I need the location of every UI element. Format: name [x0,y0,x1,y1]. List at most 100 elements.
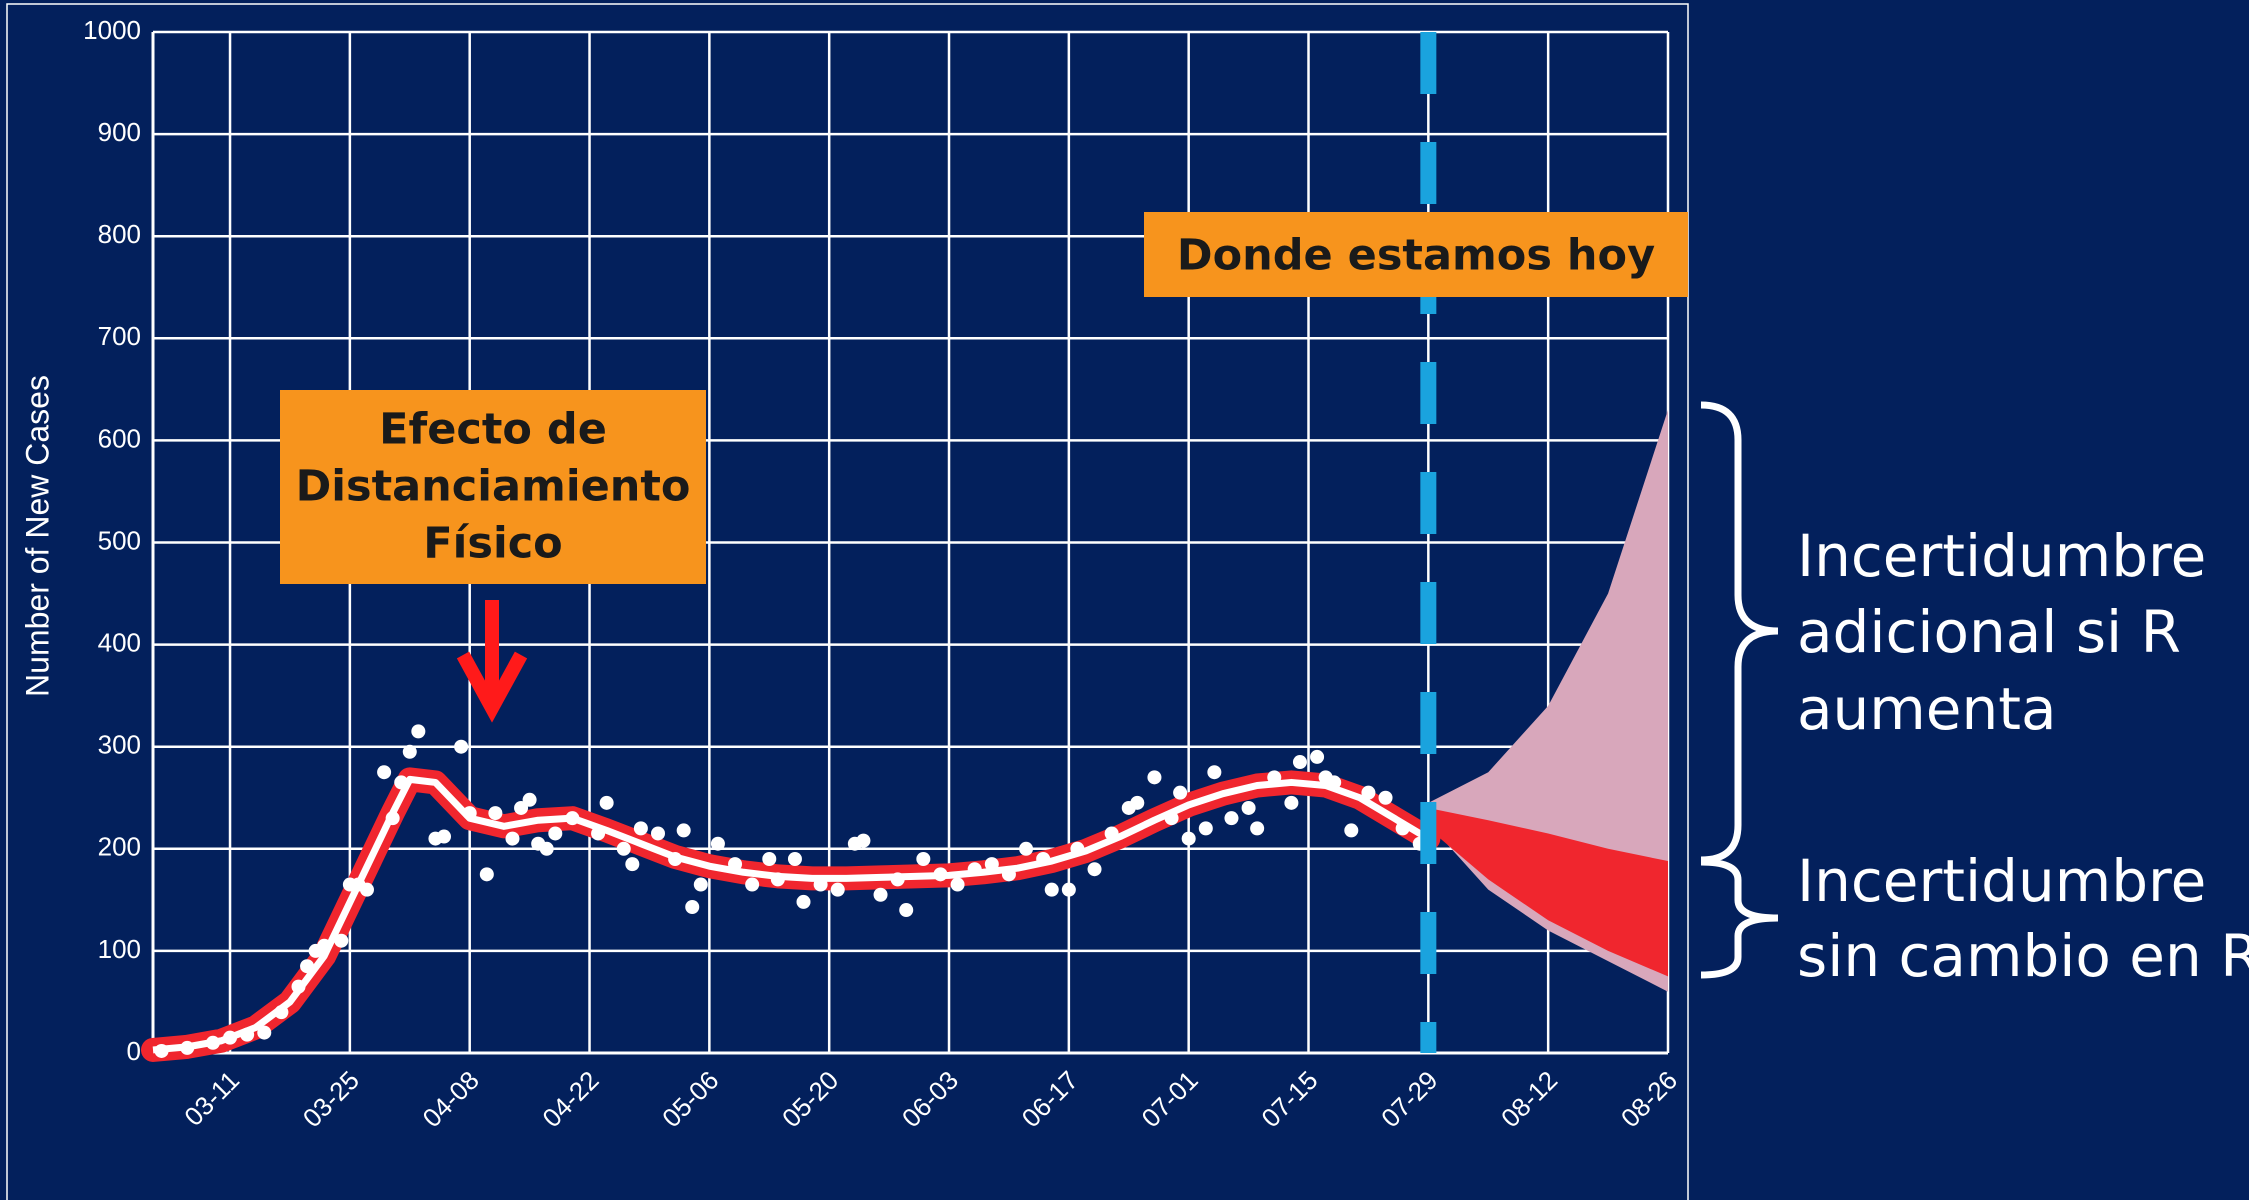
data-point [933,867,948,882]
data-point [1173,785,1188,800]
x-tick-label: 04-08 [417,1065,485,1133]
x-tick-label: 08-26 [1615,1065,1683,1133]
annotation-text: Efecto de [379,405,607,455]
data-point [240,1027,255,1042]
data-point [984,857,999,872]
x-tick-label: 03-11 [178,1065,245,1132]
note-text: Incertidumbre [1797,847,2206,915]
data-point [1070,841,1085,856]
x-tick-label: 04-22 [536,1065,604,1133]
data-point [223,1030,238,1045]
x-tick-label: 07-01 [1136,1065,1204,1133]
data-point [916,852,931,867]
x-tick-label: 03-25 [297,1065,365,1133]
data-point [591,826,606,841]
note-text: Incertidumbre [1797,522,2206,590]
data-point [479,867,494,882]
data-point [539,841,554,856]
y-tick-label: 500 [98,525,141,555]
data-point [1044,882,1059,897]
data-point [522,792,537,807]
data-point [1198,821,1213,836]
data-point [1181,831,1196,846]
x-tick-label: 06-03 [896,1065,964,1133]
x-tick-label: 05-20 [776,1065,844,1133]
data-point [385,811,400,826]
x-tick-label: 07-15 [1255,1065,1323,1133]
data-point [668,852,683,867]
data-point [300,959,315,974]
data-point [1019,841,1034,856]
data-point [710,836,725,851]
note-text: sin cambio en R [1797,922,2249,990]
annotation-box [1144,212,1688,297]
y-tick-label: 800 [98,219,141,249]
annotation-box [280,390,706,584]
data-point [1147,770,1162,785]
data-point [1284,795,1299,810]
data-point [813,877,828,892]
x-tick-label: 08-12 [1495,1065,1563,1133]
data-point [377,765,392,780]
data-point [180,1040,195,1055]
data-point [676,823,691,838]
data-point [685,899,700,914]
data-point [437,829,452,844]
data-point [599,795,614,810]
data-point [1207,765,1222,780]
data-point [1130,795,1145,810]
y-tick-label: 1000 [83,15,141,45]
data-point [274,1005,289,1020]
data-point [257,1025,272,1040]
data-point [899,903,914,918]
y-axis-label: Number of New Cases [19,375,55,697]
data-point [762,852,777,867]
x-tick-label: 05-06 [656,1065,724,1133]
data-point [462,806,477,821]
data-point [488,806,503,821]
data-point [1001,867,1016,882]
y-tick-label: 700 [98,321,141,351]
y-tick-label: 0 [127,1036,141,1066]
data-point [1224,811,1239,826]
data-point [154,1043,169,1058]
data-point [205,1035,220,1050]
data-point [1378,790,1393,805]
data-point [454,739,469,754]
data-point [1361,785,1376,800]
data-point [1087,862,1102,877]
data-point [1292,755,1307,770]
note-text: aumenta [1797,675,2057,743]
data-point [317,938,332,953]
plot-area: 0 100 200 300 400 500 600 700 800 900 1000 03-11 03-… [83,15,1688,1133]
note-text: adicional si R [1797,598,2181,666]
x-tick-label: 07-29 [1375,1065,1443,1133]
data-point [856,833,871,848]
data-point [565,811,580,826]
y-tick-label: 900 [98,117,141,147]
data-point [359,882,374,897]
data-point [1104,826,1119,841]
data-point [770,872,785,887]
y-tick-label: 100 [98,934,141,964]
data-point [1250,821,1265,836]
brace [1700,401,1779,864]
data-point [1061,882,1076,897]
data-point [1310,749,1325,764]
data-point [411,724,426,739]
brace [1700,858,1779,979]
data-point [633,821,648,836]
data-point [1241,800,1256,815]
data-point [745,877,760,892]
forecast-band-no-change [1428,807,1668,977]
y-tick-label: 600 [98,423,141,453]
annotation-arrow [456,600,528,723]
data-point [616,841,631,856]
data-point [334,933,349,948]
data-point [950,877,965,892]
data-point [967,862,982,877]
data-point [291,979,306,994]
y-tick-label: 200 [98,832,141,862]
data-point [548,826,563,841]
